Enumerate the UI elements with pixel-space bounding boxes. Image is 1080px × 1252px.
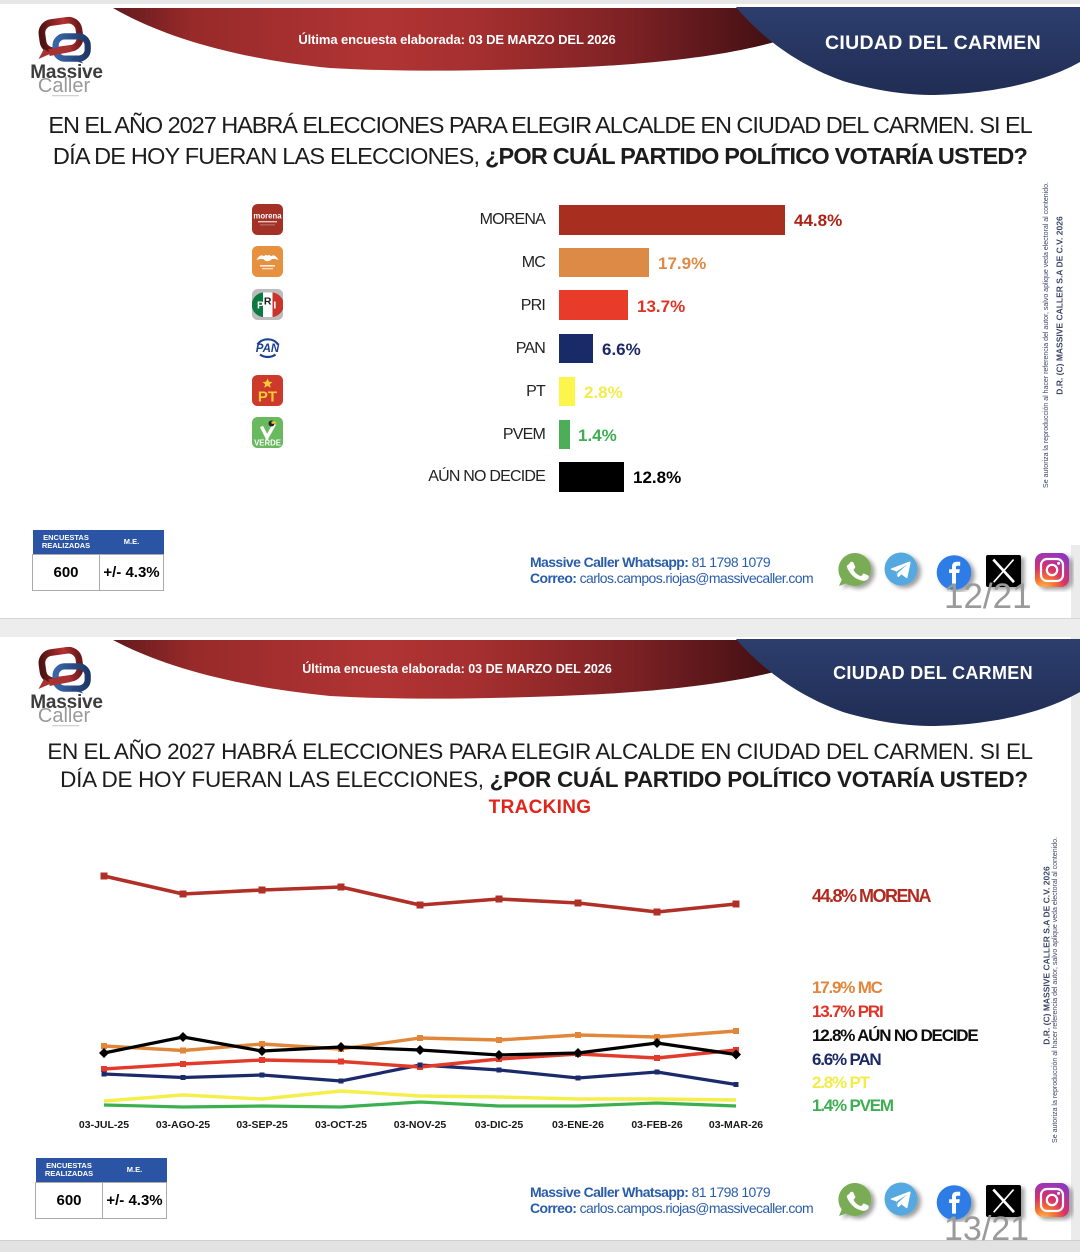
svg-text:I: I [273, 300, 276, 312]
svg-text:03-AGO-25: 03-AGO-25 [156, 1119, 210, 1131]
svg-text:Massive: Massive [30, 62, 103, 83]
svg-text:PT: PT [258, 389, 277, 406]
svg-text:morena: morena [253, 212, 282, 221]
svg-text:03-ENE-26: 03-ENE-26 [552, 1119, 604, 1131]
svg-text:VERDE: VERDE [254, 439, 281, 448]
svg-text:CIUDAD DEL CARMEN: CIUDAD DEL CARMEN [833, 663, 1033, 683]
svg-text:03-FEB-26: 03-FEB-26 [631, 1119, 683, 1131]
svg-text:P: P [257, 300, 264, 312]
svg-text:Última encuesta elaborada: 03: Última encuesta elaborada: 03 DE MARZO D… [298, 32, 615, 47]
svg-text:03-MAR-26: 03-MAR-26 [709, 1119, 763, 1131]
svg-text:03-JUL-25: 03-JUL-25 [79, 1119, 129, 1131]
svg-text:Caller: Caller [38, 705, 91, 727]
svg-text:PAN: PAN [256, 343, 280, 355]
svg-text:Massive: Massive [30, 692, 103, 713]
svg-text:03-OCT-25: 03-OCT-25 [315, 1119, 367, 1131]
svg-text:03-NOV-25: 03-NOV-25 [394, 1119, 447, 1131]
svg-text:CIUDAD DEL CARMEN: CIUDAD DEL CARMEN [825, 32, 1041, 54]
svg-text:R: R [264, 296, 272, 308]
svg-text:Caller: Caller [38, 75, 91, 97]
svg-text:03-SEP-25: 03-SEP-25 [236, 1119, 288, 1131]
svg-text:03-DIC-25: 03-DIC-25 [475, 1119, 524, 1131]
svg-text:Última encuesta elaborada: 03: Última encuesta elaborada: 03 DE MARZO D… [302, 661, 612, 676]
